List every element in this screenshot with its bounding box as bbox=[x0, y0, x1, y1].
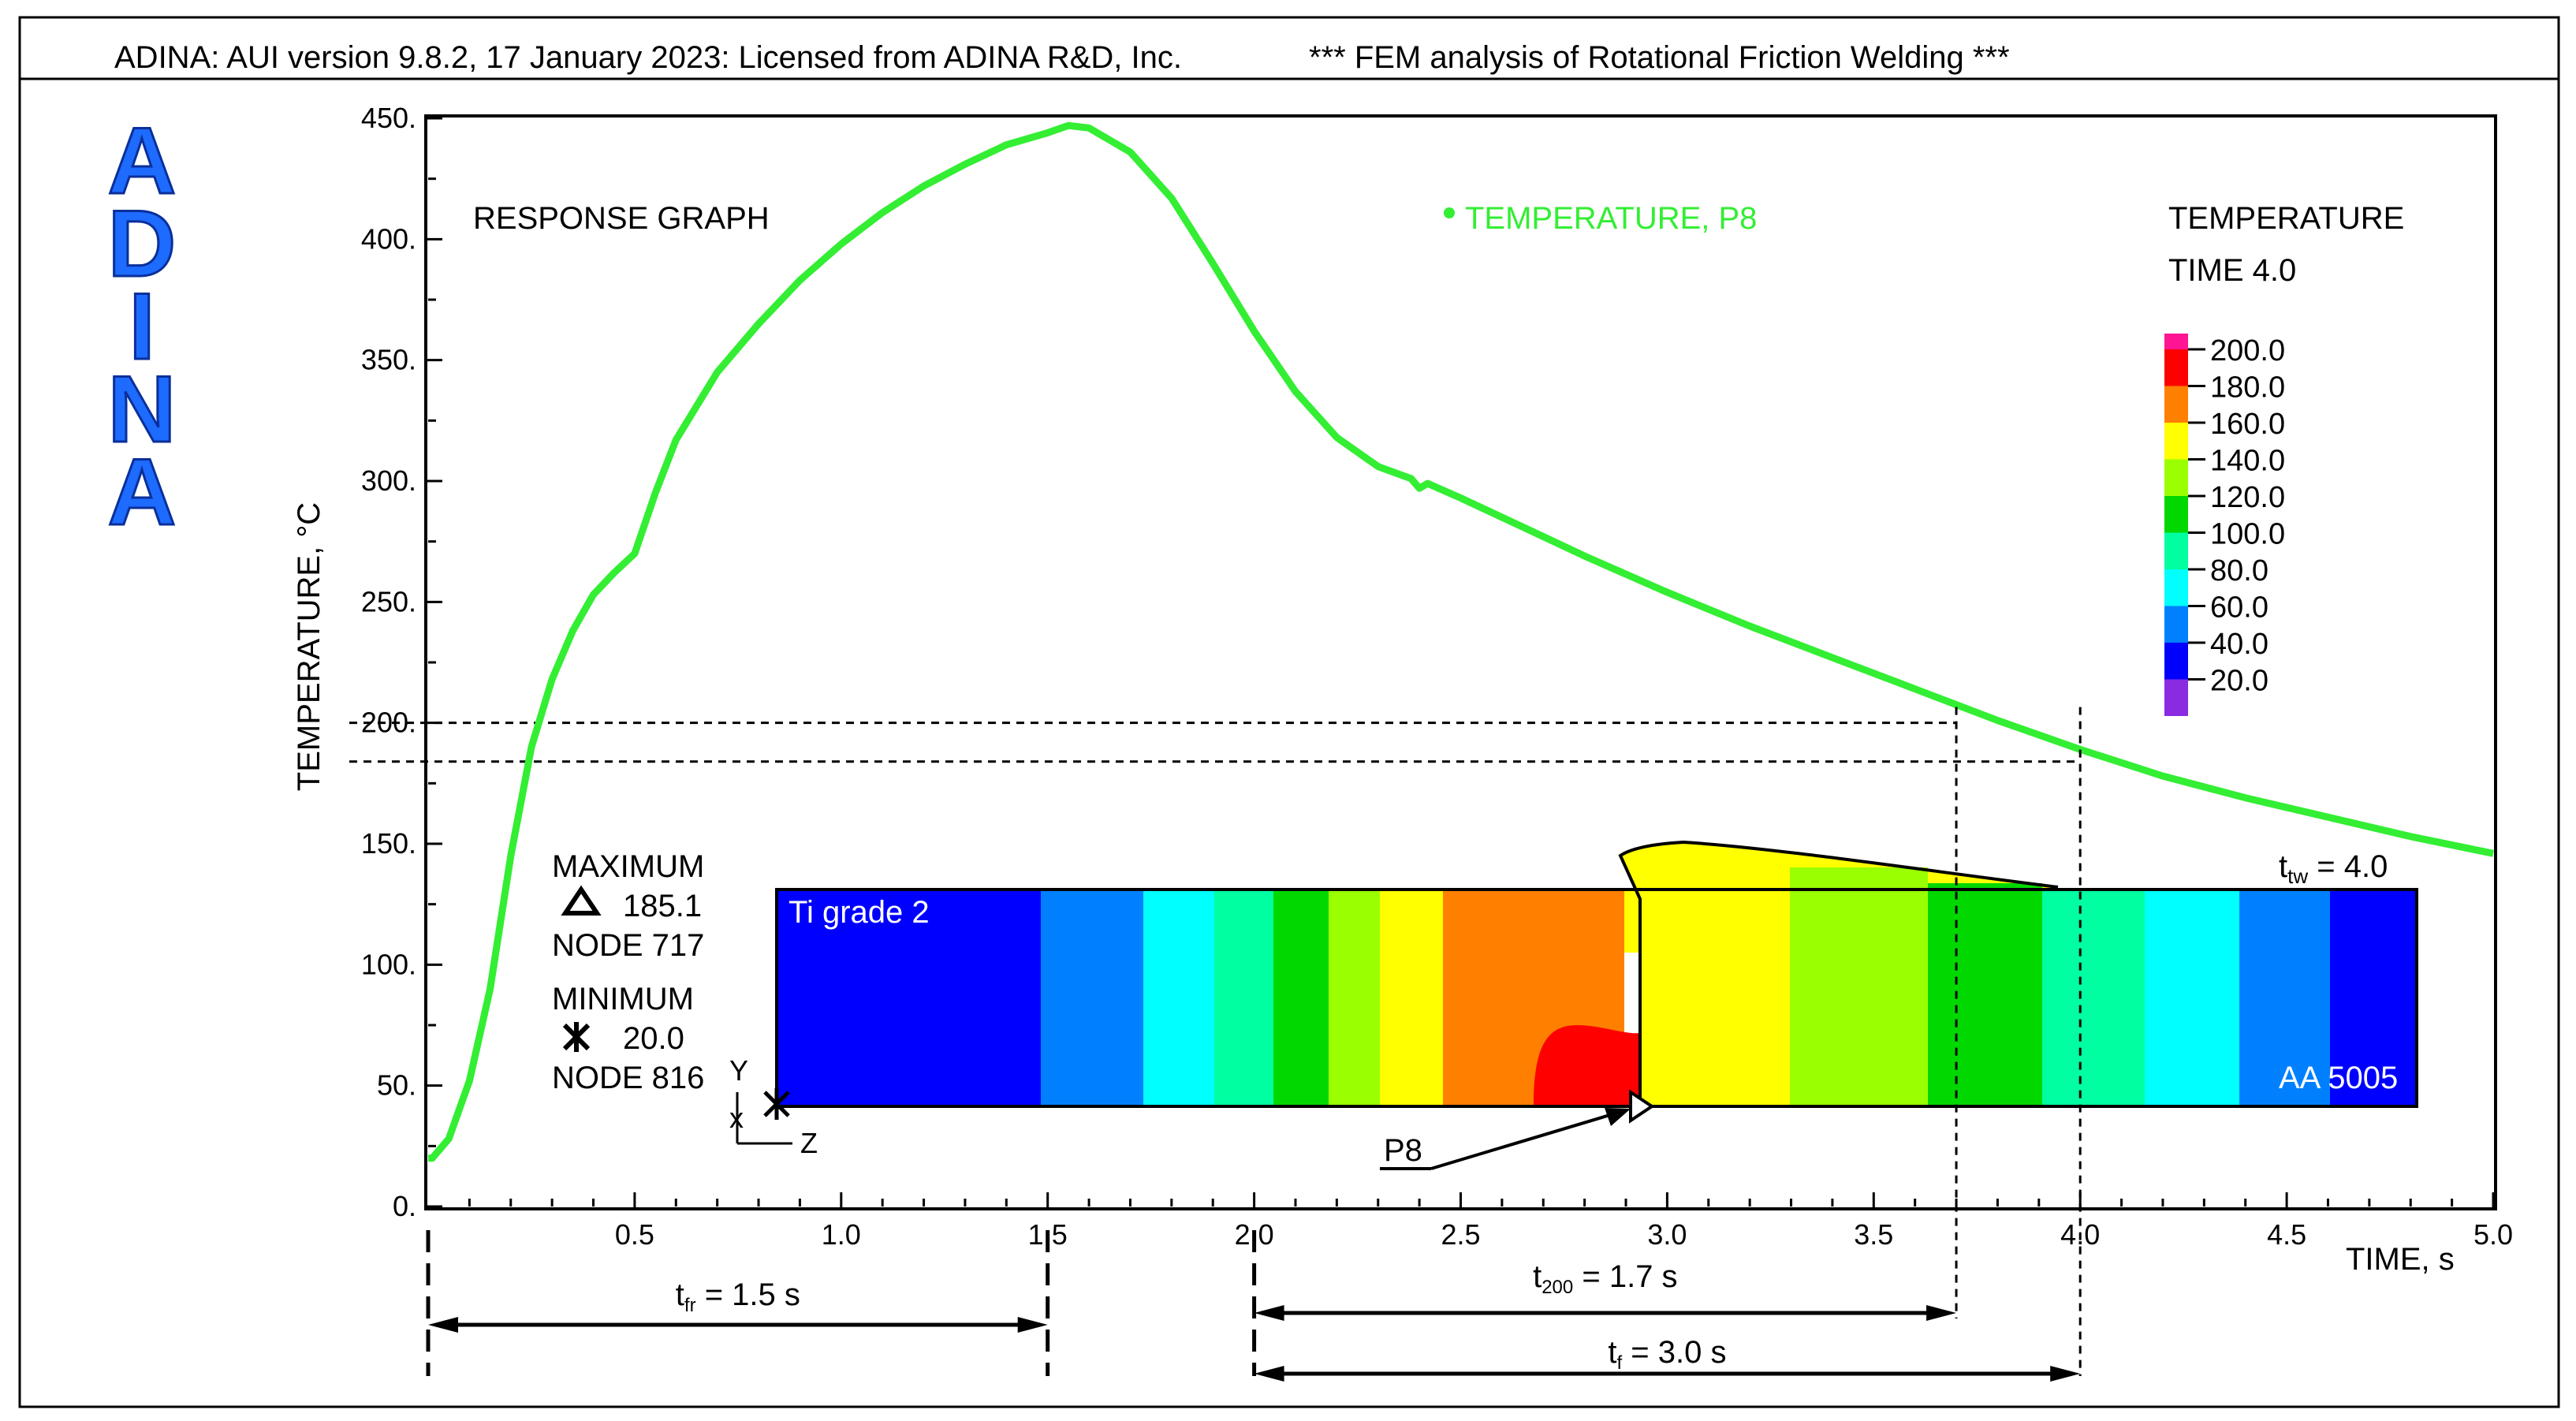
logo-letter: N bbox=[108, 356, 177, 462]
colorbar-segment bbox=[2164, 423, 2188, 460]
logo-letter: A bbox=[108, 108, 177, 214]
adina-logo: A D I N A bbox=[106, 107, 177, 546]
y-tick-label: 400. bbox=[361, 222, 416, 255]
x-tick-label: 0.5 bbox=[615, 1218, 654, 1251]
y-tick-label: 450. bbox=[361, 102, 416, 134]
x-tick-label: 2.5 bbox=[1441, 1218, 1480, 1251]
logo-letter: A bbox=[108, 439, 177, 545]
series-line-temperature-p8 bbox=[428, 121, 2494, 1162]
header-analysis-title: *** FEM analysis of Rotational Friction … bbox=[1309, 40, 2010, 75]
max-value: 185.1 bbox=[623, 889, 702, 923]
colorbar-segment bbox=[2164, 532, 2188, 569]
min-node: NODE 816 bbox=[552, 1061, 704, 1095]
legend-marker bbox=[1444, 207, 1455, 218]
y-tick-label: 250. bbox=[361, 585, 416, 617]
outer-frame bbox=[18, 16, 2560, 1408]
colorbar-segment bbox=[2164, 386, 2188, 423]
y-tick-label: 100. bbox=[361, 948, 416, 980]
triad-y-label: Y bbox=[729, 1054, 748, 1087]
colorbar-title: TEMPERATURE bbox=[2168, 201, 2404, 236]
y-axis-ticks: 0.50.100.150.200.250.300.350.400.450. bbox=[361, 102, 442, 1222]
colorbar-time: TIME 4.0 bbox=[2168, 253, 2296, 288]
min-node-marker bbox=[763, 1088, 790, 1120]
x-tick-label: 3.5 bbox=[1854, 1218, 1893, 1251]
legend-label: TEMPERATURE, P8 bbox=[1465, 201, 1757, 236]
colorbar-level-label: 180.0 bbox=[2210, 371, 2285, 405]
colorbar-segment bbox=[2164, 349, 2188, 386]
colorbar-level-label: 120.0 bbox=[2210, 481, 2285, 514]
x-tick-label: 3.0 bbox=[1647, 1218, 1687, 1251]
colorbar-segment bbox=[2164, 569, 2188, 606]
t-fr-label: tfr = 1.5 s bbox=[676, 1277, 800, 1316]
colorbar-level-label: 40.0 bbox=[2210, 628, 2268, 661]
colorbar-level-label: 140.0 bbox=[2210, 445, 2285, 478]
fe-model-contour: Ti grade 2 AA 5005 ttw = 4.0 bbox=[763, 840, 2418, 1124]
t-fr-arrow-arrowhead-right bbox=[1017, 1317, 1048, 1333]
triad-z-label: Z bbox=[800, 1127, 818, 1159]
logo-letter: D bbox=[108, 191, 177, 297]
t-f-arrow-arrowhead-right bbox=[2050, 1366, 2081, 1382]
x-axis-ticks: 0.5 1.0 1.5 2.0 2.5 3.0 3.5 4.0 4.5 5.0 bbox=[468, 1192, 2513, 1251]
t-fr-arrow-arrowhead-left bbox=[428, 1317, 458, 1333]
colorbar-level-label: 200.0 bbox=[2210, 334, 2285, 367]
logo-letter: I bbox=[129, 274, 155, 379]
right-material-label: AA 5005 bbox=[2279, 1061, 2398, 1095]
graph-title: RESPONSE GRAPH bbox=[473, 201, 770, 236]
t-200-arrow-arrowhead-right bbox=[1926, 1305, 1957, 1321]
x-tick-label: 5.0 bbox=[2473, 1218, 2513, 1251]
y-tick-label: 0. bbox=[393, 1190, 416, 1222]
colorbar-segment bbox=[2164, 496, 2188, 533]
t-tw-label: ttw = 4.0 bbox=[2279, 849, 2388, 888]
p8-label: P8 bbox=[1384, 1133, 1422, 1168]
colorbar-level-label: 60.0 bbox=[2210, 591, 2268, 625]
min-value: 20.0 bbox=[623, 1021, 684, 1056]
x-tick-label: 1.0 bbox=[822, 1218, 861, 1251]
y-axis-title: TEMPERATURE, °C bbox=[292, 502, 326, 791]
reference-lines bbox=[349, 722, 2081, 763]
y-tick-label: 150. bbox=[361, 827, 416, 860]
y-tick-label: 50. bbox=[377, 1069, 416, 1102]
time-dimensions: tfr = 1.5 s t200 = 1.7 s tf = 3.0 s bbox=[428, 1259, 2081, 1382]
left-material-label: Ti grade 2 bbox=[788, 895, 930, 930]
max-label: MAXIMUM bbox=[552, 849, 704, 884]
max-triangle-icon bbox=[561, 885, 602, 916]
colorbar-level-label: 160.0 bbox=[2210, 408, 2285, 441]
x-tick-label: 4.5 bbox=[2267, 1218, 2306, 1251]
colorbar-segment bbox=[2164, 679, 2188, 716]
colorbar-segment bbox=[2164, 334, 2188, 349]
t-200-label: t200 = 1.7 s bbox=[1533, 1259, 1677, 1298]
y-tick-label: 350. bbox=[361, 344, 416, 376]
triad-x-mark: x bbox=[729, 1102, 744, 1134]
colorbar-segment bbox=[2164, 643, 2188, 680]
colorbar-segment bbox=[2164, 606, 2188, 643]
p8-marker bbox=[1629, 1089, 1655, 1124]
colorbar-level-label: 20.0 bbox=[2210, 665, 2268, 698]
t-200-arrow-arrowhead-left bbox=[1254, 1305, 1284, 1321]
max-node: NODE 717 bbox=[552, 928, 704, 963]
time-drop-lines bbox=[426, 707, 2082, 1376]
y-tick-label: 300. bbox=[361, 464, 416, 497]
t-f-label: tf = 3.0 s bbox=[1608, 1335, 1726, 1374]
min-label: MINIMUM bbox=[552, 982, 694, 1016]
colorbar-level-label: 100.0 bbox=[2210, 518, 2285, 551]
x-axis-title: TIME, s bbox=[2346, 1242, 2455, 1277]
colorbar-segment bbox=[2164, 459, 2188, 496]
t-f-arrow-arrowhead-left bbox=[1254, 1366, 1284, 1382]
colorbar-level-label: 80.0 bbox=[2210, 554, 2268, 587]
coordinate-triad: Y Z x bbox=[729, 1054, 818, 1159]
min-asterisk-icon bbox=[562, 1022, 591, 1052]
p8-callout: P8 bbox=[1380, 1108, 1631, 1170]
header-version-text: ADINA: AUI version 9.8.2, 17 January 202… bbox=[114, 40, 1182, 75]
